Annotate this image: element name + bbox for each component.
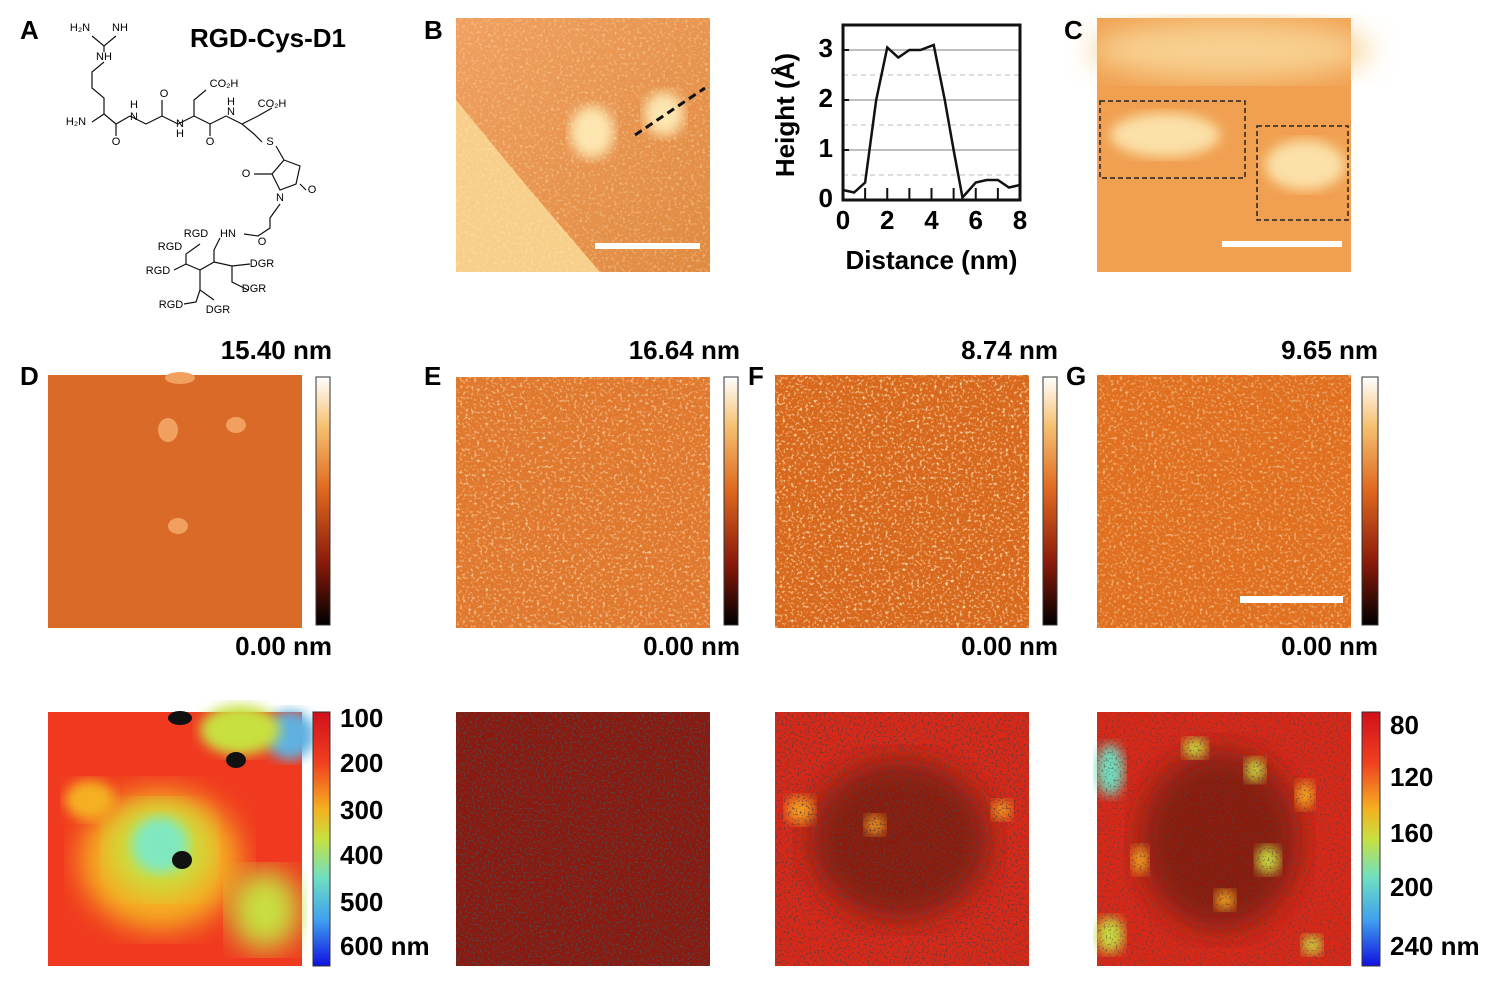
scale-max: 8.74 nm [961,335,1058,365]
atom-label: RGD [184,228,209,240]
atom-label: N [130,111,138,123]
contour-scale-label: 160 [1390,818,1433,848]
atom-label: RGD [146,265,171,277]
atom-label: RGD [159,299,184,311]
contour-scale-label: 200 [340,748,383,778]
scale-max: 9.65 nm [1281,335,1378,365]
atom-label: H [130,99,138,111]
atom-label: O [258,236,267,248]
x-tick-label: 0 [836,205,850,235]
afm-image-d [48,372,302,628]
plot-frame [841,23,1022,202]
afm-image-b [456,18,710,272]
height-colorbars [315,376,1379,626]
contour-scale-label: 240 nm [1390,931,1480,961]
profile-line [842,43,1021,201]
atom-label: O [308,184,317,196]
panel-label: A [20,15,39,45]
atom-label: H₂N [70,22,90,34]
contour-map-g [1096,712,1351,966]
contour-scale-label: 80 [1390,710,1419,740]
atom-label: H [176,128,184,140]
atom-label: NH [112,22,128,34]
panel-label: B [424,15,443,45]
atom-label: RGD [158,241,183,253]
contour-scale-label: 120 [1390,762,1433,792]
atom-label: O [160,88,169,100]
molecule-name: RGD-Cys-D1 [190,23,346,53]
atom-label: O [206,136,215,148]
afm-image-c [1090,18,1370,272]
y-tick-label: 1 [819,133,833,163]
atom-label: DGR [250,258,275,270]
scale-min: 0.00 nm [961,631,1058,661]
x-tick-label: 4 [924,205,939,235]
atom-label: H [227,96,235,108]
x-tick-label: 8 [1013,205,1027,235]
scale-min: 0.00 nm [235,631,332,661]
x-tick-label: 2 [880,205,894,235]
contour-map-e [456,712,710,966]
x-tick-label: 6 [969,205,983,235]
atom-label: NH [96,51,112,63]
panel-label: D [20,361,39,391]
scale-max: 15.40 nm [221,335,332,365]
atom-label: O [242,168,251,180]
afm-image-g [1097,375,1351,628]
panel-label: G [1066,361,1086,391]
y-tick-label: 0 [819,183,833,213]
y-tick-label: 2 [819,83,833,113]
scale-max: 16.64 nm [629,335,740,365]
atom-label: DGR [242,283,267,295]
atom-label: S [266,136,273,148]
scale-min: 0.00 nm [1281,631,1378,661]
contour-colorbars [312,711,1381,967]
contour-map-d [48,705,315,966]
afm-image-f [775,375,1029,628]
atom-label: DGR [206,304,231,316]
contour-map-f [775,712,1029,966]
contour-scale-label: 100 [340,703,383,733]
molecule-bonds [91,35,307,305]
atom-label: H₂N [66,116,86,128]
afm-image-e [456,377,710,628]
contour-scale-label: 500 [340,887,383,917]
atom-label: N [276,192,284,204]
x-axis-label: Distance (nm) [846,245,1018,275]
contour-scale-label: 300 [340,795,383,825]
panel-label: F [748,361,764,391]
panel-label: E [424,361,441,391]
atom-label: O [112,136,121,148]
atom-label: CO₂H [210,78,239,90]
panel-label: C [1064,15,1083,45]
contour-scale-label: 400 [340,840,383,870]
contour-scale-label: 600 nm [340,931,430,961]
y-tick-label: 3 [819,33,833,63]
scale-min: 0.00 nm [643,631,740,661]
atom-label: N [176,118,184,130]
contour-scale-label: 200 [1390,872,1433,902]
y-axis-label: Height (Å) [770,53,800,177]
atom-label: HN [220,228,236,240]
atom-label: CO₂H [258,98,287,110]
atom-label: N [227,106,235,118]
